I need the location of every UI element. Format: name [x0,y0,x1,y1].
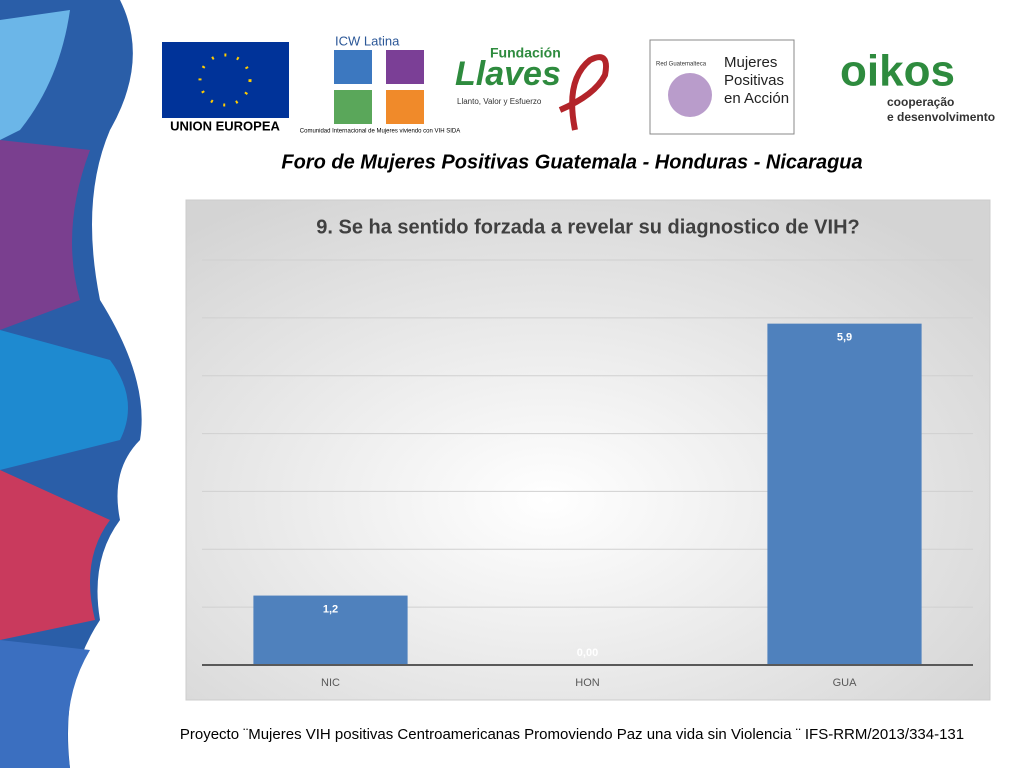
x-tick-label: GUA [833,677,858,689]
icon [334,90,372,124]
chart-title: 9. Se ha sentido forzada a revelar su di… [316,216,860,238]
icon [668,73,712,117]
data-label: 5,9 [837,332,852,344]
data-label: 0,00 [577,647,598,659]
logo-text: Mujeres Positivas en Acción [724,54,790,107]
side-decoration [0,0,142,768]
icon [386,50,424,84]
logo-text: Red Guatemalteca [656,62,707,68]
footer: Proyecto ¨Mujeres VIH positivas Centroam… [180,726,964,743]
logo-text: Fundación [490,45,561,61]
logo-text: cooperação [887,95,954,109]
bar [253,595,408,665]
icon [334,50,372,84]
eu-flag [162,42,289,118]
logo-text: Llaves [455,55,561,93]
logo-text: e desenvolvimento [887,110,995,124]
bar [767,323,922,665]
logo-text: ICW Latina [335,33,400,48]
eu-stars [198,53,252,107]
ribbon [558,54,609,131]
data-label: 1,2 [323,603,338,615]
logo-text: Llanto, Valor y Esfuerzo [457,97,542,106]
logos: UNION EUROPEA ICW Latina Comunidad Inter… [162,33,995,135]
x-tick-label: NIC [321,677,340,689]
icon [386,90,424,124]
x-tick-label: HON [575,677,600,689]
logo-text: oikos [840,47,955,96]
logo-text-box: Mujeres Positivas en Acción [724,54,790,107]
logo-text: Comunidad Internacional de Mujeres vivie… [300,129,460,135]
slide-title: Foro de Mujeres Positivas Guatemala - Ho… [281,151,862,173]
logo-text: UNION EUROPEA [170,118,280,133]
